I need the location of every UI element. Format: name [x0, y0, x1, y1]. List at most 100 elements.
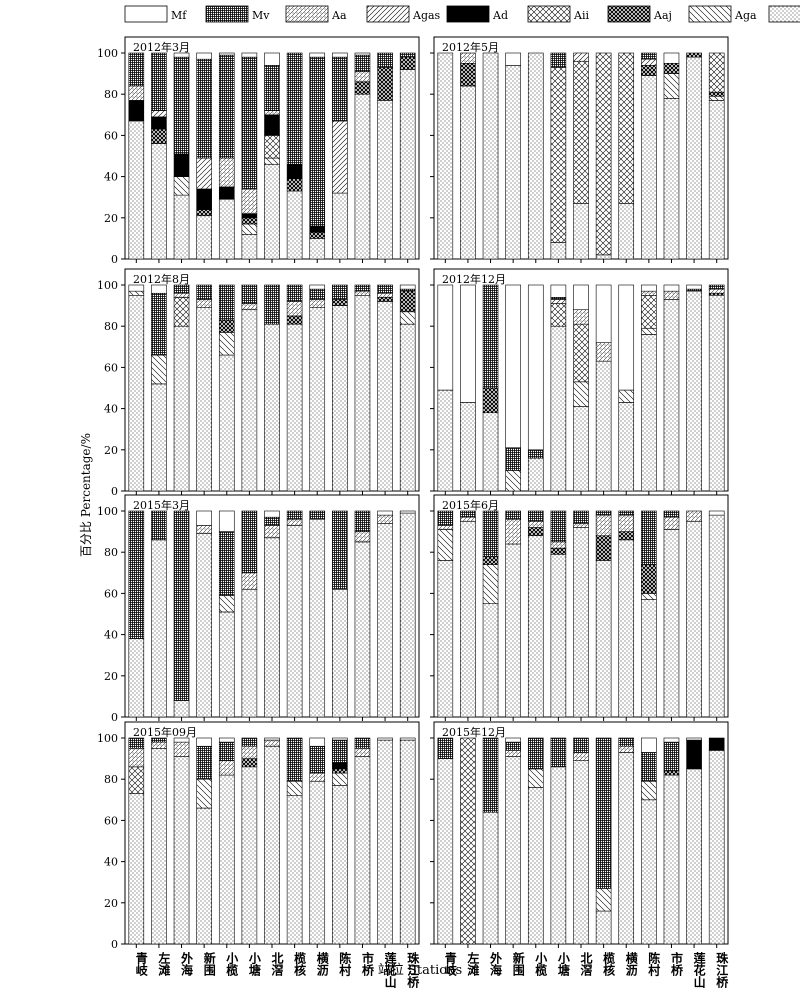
- bar-segment-mv: [241, 510, 258, 574]
- bar-segment-aga: [573, 381, 589, 407]
- legend-item-aii: Aii: [527, 5, 589, 23]
- bar-segment-aa: [241, 745, 258, 759]
- bar-segment-mv: [527, 510, 544, 522]
- bar-segment-ad: [286, 163, 303, 179]
- bar-segment-mv: [286, 737, 303, 782]
- bar-stack-9: [309, 52, 326, 260]
- bar-stack-1: [437, 52, 454, 260]
- bar-segment-aaj: [377, 297, 393, 302]
- bar-stack-4: [196, 284, 212, 492]
- bar-segment-aaj: [286, 315, 303, 325]
- bar-segment-agg: [128, 793, 145, 945]
- category-label: 小塘: [247, 951, 261, 977]
- bar-segment-agg: [377, 301, 393, 492]
- bar-segment-mf: [196, 737, 212, 747]
- bar-stack-9: [618, 737, 635, 945]
- bar-segment-agg: [264, 745, 280, 945]
- bar-segment-mv: [663, 741, 680, 772]
- bar-segment-mv: [128, 737, 145, 749]
- category-label: 榄核: [602, 951, 616, 977]
- bar-stack-7: [573, 284, 589, 492]
- bar-segment-aaj: [196, 209, 212, 217]
- bar-segment-ad: [151, 116, 167, 130]
- bar-segment-mv: [641, 510, 657, 565]
- bar-segment-agg: [708, 750, 725, 945]
- bar-segment-aa: [460, 52, 476, 64]
- bar-segment-aga: [595, 888, 612, 912]
- bar-segment-aga: [482, 564, 499, 604]
- bar-segment-agg: [482, 811, 499, 945]
- bar-stack-12: [686, 737, 702, 945]
- bar-segment-agg: [309, 238, 326, 260]
- bar-segment-agg: [686, 768, 702, 945]
- bar-stack-10: [332, 284, 348, 492]
- category-label: 北滘: [270, 951, 284, 977]
- bar-segment-mf: [196, 510, 212, 526]
- legend-swatch: [285, 5, 329, 23]
- bar-segment-aii: [595, 52, 612, 256]
- bar-segment-agg: [550, 325, 567, 492]
- bar-stack-12: [686, 510, 702, 718]
- category-label: 左滩: [466, 951, 480, 977]
- bar-segment-mf: [218, 737, 235, 743]
- category-label: 珠江桥: [715, 951, 729, 988]
- chart-panels: 2012年3月 0 20 40 60 80 100 2012年5月 2012年8月 0 20 40 60…: [97, 36, 729, 988]
- bar-segment-agg: [618, 752, 635, 945]
- y-tick-label: 0: [111, 711, 118, 724]
- bar-segment-aa: [128, 747, 145, 768]
- bar-segment-aga: [264, 157, 280, 165]
- bar-segment-agg: [641, 334, 657, 492]
- y-tick-label: 60: [104, 587, 118, 600]
- bar-segment-ad: [241, 213, 258, 219]
- bar-stack-4: [196, 510, 212, 718]
- bar-segment-mv: [354, 737, 371, 749]
- bar-stack-8: [286, 737, 303, 945]
- bar-stack-12: [377, 52, 393, 260]
- bar-segment-agg: [332, 588, 348, 718]
- panel-3: 2012年8月 0 20 40 60 80 100: [97, 268, 420, 498]
- category-label: 莲花山: [692, 951, 706, 988]
- bar-segment-mf: [151, 284, 167, 294]
- bar-segment-aaj: [708, 292, 725, 296]
- bar-segment-agg: [286, 525, 303, 718]
- y-tick-label: 20: [104, 444, 118, 457]
- bar-segment-mf: [218, 510, 235, 532]
- bar-stack-9: [309, 510, 326, 718]
- bar-stack-7: [573, 52, 589, 260]
- category-label: 横沥: [624, 951, 638, 977]
- bar-segment-aaj: [399, 56, 416, 70]
- panel-title: 2015年12月: [442, 725, 506, 739]
- bar-segment-mf: [173, 52, 190, 58]
- bar-segment-aaj: [550, 547, 567, 555]
- bar-segment-agg: [437, 758, 454, 945]
- bar-segment-agg: [264, 163, 280, 260]
- legend-label: Aii: [573, 9, 589, 22]
- bar-segment-mv: [437, 737, 454, 759]
- bar-stack-1: [128, 52, 145, 260]
- bar-segment-aa: [354, 531, 371, 543]
- legend-swatch: [446, 5, 490, 23]
- y-tick-label: 80: [104, 546, 118, 559]
- bar-segment-aa: [151, 741, 167, 749]
- category-label: 横沥: [315, 951, 329, 977]
- bar-stack-5: [527, 737, 544, 945]
- bar-segment-aga: [241, 223, 258, 235]
- bar-stack-6: [241, 52, 258, 260]
- bar-segment-agg: [663, 529, 680, 718]
- x-axis-label: 站位 Stations: [378, 963, 462, 978]
- bar-segment-aga: [641, 780, 657, 801]
- bar-stack-3: [482, 52, 499, 260]
- bar-segment-mv: [173, 510, 190, 701]
- bar-segment-aa: [264, 739, 280, 747]
- category-label: 珠江桥: [406, 951, 420, 988]
- bar-segment-aii: [641, 294, 657, 329]
- bar-stack-12: [377, 510, 393, 718]
- bar-segment-mf: [332, 737, 348, 741]
- bar-segment-mv: [286, 52, 303, 165]
- bar-segment-agg: [286, 323, 303, 492]
- bar-segment-mf: [241, 52, 258, 58]
- bar-segment-agg: [241, 233, 258, 260]
- bar-segment-aaj: [399, 290, 416, 313]
- bar-segment-aii: [618, 52, 635, 204]
